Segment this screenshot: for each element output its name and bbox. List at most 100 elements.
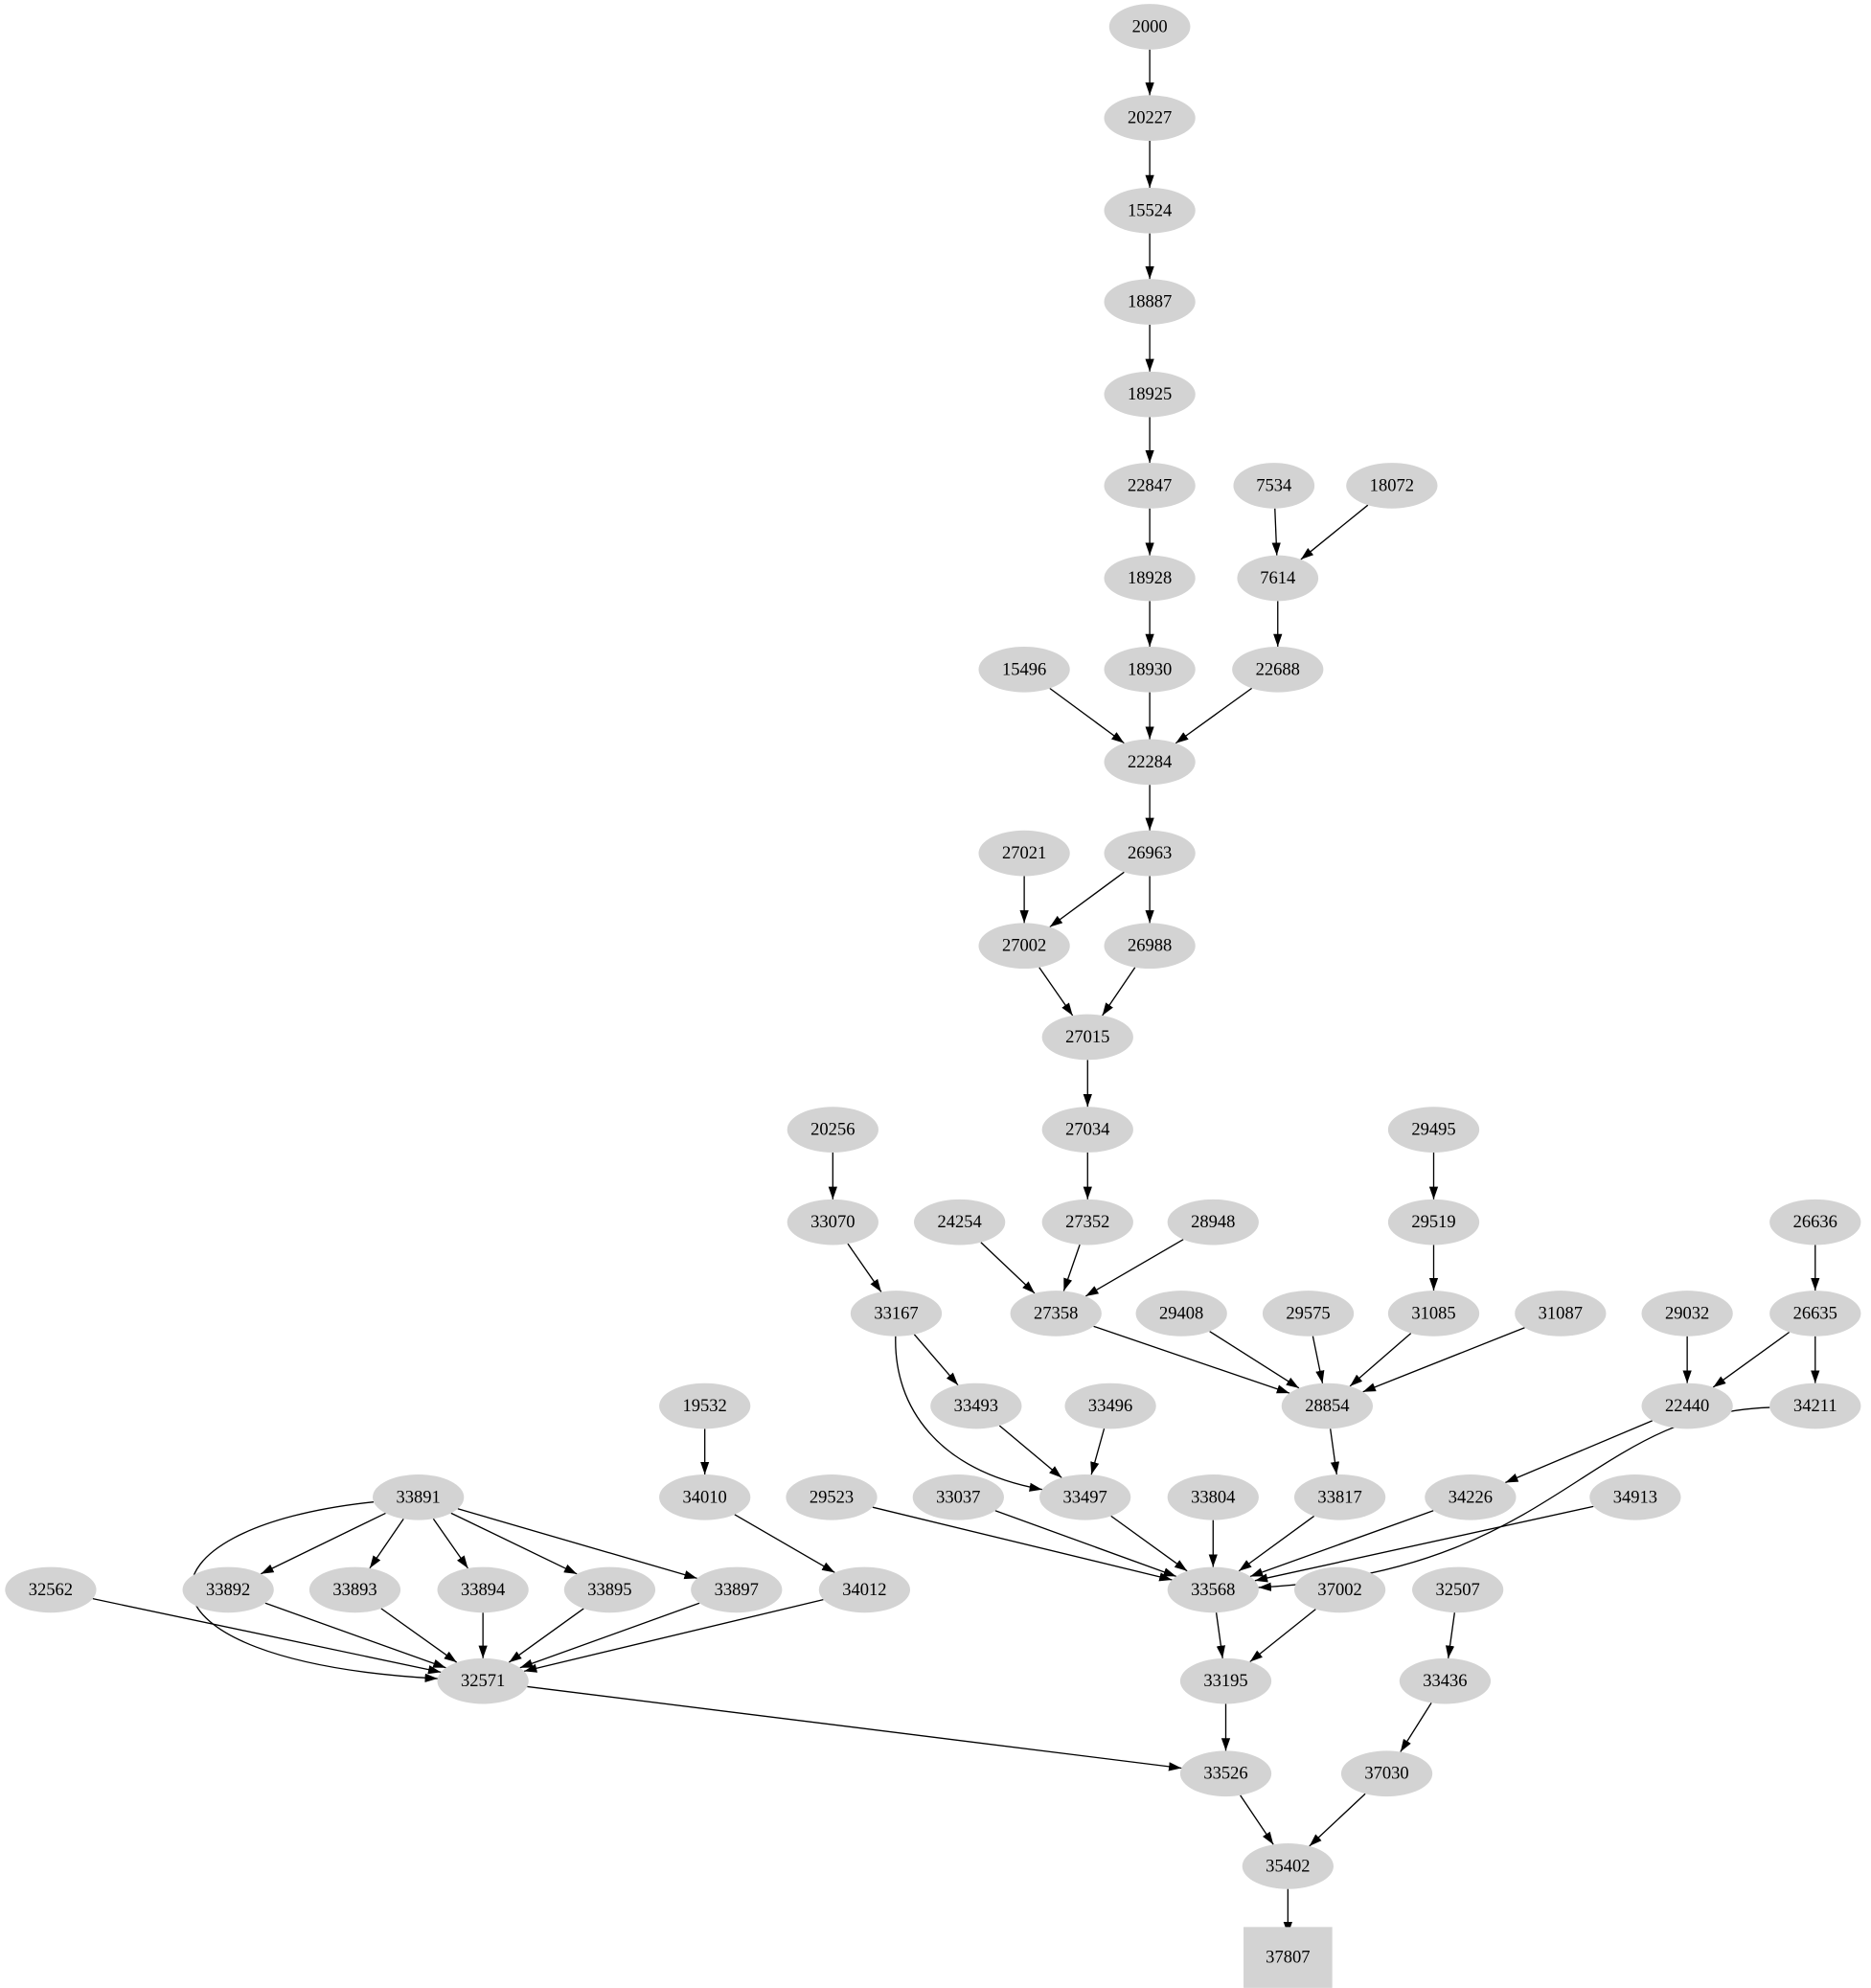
node-27015: 27015: [1041, 1014, 1133, 1061]
edge-18072-to-7614: [1300, 504, 1369, 560]
node-label: 27021: [1002, 843, 1046, 863]
node-shape: [659, 1474, 751, 1520]
node-label: 29575: [1286, 1303, 1330, 1323]
edge-33891-to-33893: [369, 1518, 404, 1569]
node-18928: 18928: [1104, 555, 1196, 602]
node-label: 33070: [810, 1212, 855, 1232]
node-label: 20227: [1128, 108, 1172, 128]
node-33893: 33893: [308, 1566, 401, 1613]
node-label: 33804: [1191, 1487, 1235, 1507]
edge-33436-to-37030: [1400, 1702, 1432, 1752]
node-shape: [1064, 1382, 1156, 1429]
edges: [92, 49, 1820, 1935]
node-28854: 28854: [1281, 1382, 1373, 1429]
edge-22688-to-22284: [1175, 687, 1253, 744]
edge-27358-to-28854: [1093, 1325, 1290, 1394]
node-26636: 26636: [1769, 1199, 1861, 1245]
node-shape: [1179, 1750, 1272, 1797]
node-shape: [787, 1107, 878, 1153]
node-29519: 29519: [1387, 1199, 1480, 1245]
node-label: 27002: [1002, 936, 1046, 956]
node-shape: [930, 1382, 1022, 1429]
node-label: 33892: [206, 1580, 250, 1600]
node-27352: 27352: [1041, 1199, 1133, 1245]
node-2000: 2000: [1108, 4, 1191, 50]
node-shape: [787, 1199, 878, 1245]
node-37002: 37002: [1293, 1566, 1386, 1613]
node-32571: 32571: [437, 1657, 529, 1704]
node-label: 26635: [1793, 1303, 1837, 1323]
node-label: 29032: [1665, 1303, 1709, 1323]
node-label: 20256: [810, 1120, 855, 1140]
edge-33892-to-32571: [264, 1602, 446, 1669]
node-shape: [659, 1382, 751, 1429]
node-shape: [1104, 187, 1196, 234]
node-label: 26988: [1128, 936, 1172, 956]
node-29575: 29575: [1262, 1291, 1355, 1337]
node-label: 26636: [1793, 1212, 1837, 1232]
node-33894: 33894: [437, 1566, 529, 1613]
edge-27352-to-27358: [1062, 1244, 1081, 1291]
node-22847: 22847: [1104, 463, 1196, 509]
edge-37002-to-33195: [1249, 1609, 1316, 1662]
node-33804: 33804: [1167, 1474, 1259, 1520]
node-33436: 33436: [1399, 1657, 1492, 1704]
node-shape: [1340, 1750, 1433, 1797]
node-33817: 33817: [1293, 1474, 1386, 1520]
node-label: 33894: [461, 1580, 505, 1600]
node-shape: [1010, 1291, 1102, 1337]
node-shape: [1104, 739, 1196, 786]
node-7614: 7614: [1237, 555, 1319, 602]
node-22440: 22440: [1641, 1382, 1733, 1429]
node-shape: [1244, 1927, 1333, 1988]
node-shape: [1232, 646, 1324, 693]
node-34010: 34010: [659, 1474, 751, 1520]
node-shape: [978, 923, 1070, 970]
node-33892: 33892: [182, 1566, 274, 1613]
edge-7534-to-7614: [1271, 508, 1281, 556]
node-34211: 34211: [1769, 1382, 1861, 1429]
node-15496: 15496: [978, 646, 1070, 693]
node-26963: 26963: [1104, 830, 1196, 877]
node-shape: [1041, 1199, 1133, 1245]
node-label: 33167: [874, 1303, 918, 1323]
node-label: 32562: [29, 1580, 73, 1600]
node-shape: [1641, 1382, 1733, 1429]
node-shape: [1641, 1291, 1733, 1337]
node-label: 34226: [1449, 1487, 1493, 1507]
node-label: 34211: [1793, 1396, 1837, 1416]
node-label: 33817: [1317, 1487, 1361, 1507]
node-label: 33526: [1203, 1764, 1247, 1784]
node-29032: 29032: [1641, 1291, 1733, 1337]
node-33493: 33493: [930, 1382, 1022, 1429]
edge-31085-to-28854: [1349, 1333, 1412, 1387]
node-shape: [1387, 1291, 1480, 1337]
node-shape: [1104, 279, 1196, 325]
node-28948: 28948: [1167, 1199, 1259, 1245]
edge-26963-to-27002: [1049, 871, 1125, 928]
node-34012: 34012: [818, 1566, 911, 1613]
node-31087: 31087: [1515, 1291, 1607, 1337]
node-shape: [1104, 95, 1196, 142]
node-shape: [1167, 1474, 1259, 1520]
edge-33070-to-33167: [847, 1243, 882, 1292]
node-shape: [1387, 1199, 1480, 1245]
node-27034: 27034: [1041, 1107, 1133, 1153]
node-label: 31085: [1411, 1303, 1455, 1323]
node-label: 22440: [1665, 1396, 1709, 1416]
node-label: 33568: [1191, 1580, 1235, 1600]
node-shape: [1769, 1291, 1861, 1337]
node-shape: [1293, 1566, 1386, 1613]
edge-34226-to-33568: [1249, 1510, 1434, 1578]
edge-22440-to-34226: [1505, 1420, 1653, 1484]
node-label: 33895: [587, 1580, 631, 1600]
node-shape: [1104, 646, 1196, 693]
node-27358: 27358: [1010, 1291, 1102, 1337]
node-label: 34012: [842, 1580, 886, 1600]
node-shape: [1515, 1291, 1607, 1337]
node-33568: 33568: [1167, 1566, 1259, 1613]
node-label: 18887: [1128, 292, 1172, 312]
node-label: 15524: [1128, 200, 1172, 220]
edge-29408-to-28854: [1209, 1331, 1300, 1389]
nodes: 2000 20227 15524 18887 18925 22847 7534 18072 18…: [5, 4, 1861, 1988]
